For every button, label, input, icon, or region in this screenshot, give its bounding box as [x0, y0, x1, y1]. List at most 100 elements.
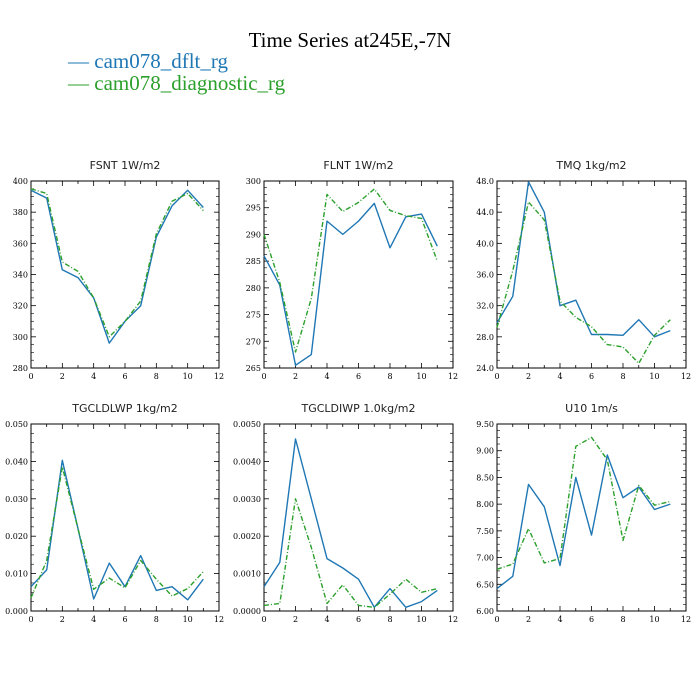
y-tick-label: 24.0 [476, 364, 494, 373]
legend-label-dflt: — cam078_dflt_rg [68, 49, 229, 73]
y-tick-label: 340 [13, 271, 28, 280]
panel-title: U10 1m/s [565, 402, 618, 415]
series-line-diagnostic [30, 188, 204, 338]
x-tick-label: 4 [324, 372, 329, 381]
x-tick-label: 2 [526, 615, 531, 624]
series-line-diagnostic [496, 201, 671, 364]
plot-frame [496, 423, 687, 612]
panel-title: TMQ 1kg/m2 [555, 159, 626, 172]
series-line-diagnostic [30, 466, 204, 599]
page-title: Time Series at245E,-7N [248, 28, 452, 52]
plot-frame [30, 180, 220, 369]
plot-frame [263, 180, 454, 369]
panel-4: TGCLDLWP 1kg/m2 0 2 4 6 8 10 12 0.000 0.010 0.020 0… [5, 402, 224, 624]
y-tick-label: 300 [246, 177, 261, 186]
y-tick-label: 0.0000 [233, 607, 261, 616]
y-tick-label: 9.00 [476, 447, 494, 456]
x-tick-label: 12 [214, 615, 224, 624]
panel-1: FSNT 1W/m2 0 2 4 6 8 10 12 280 300 320 340 360 380 400 [13, 159, 224, 381]
y-tick-label: 280 [246, 284, 261, 293]
panel-title: TGCLDIWP 1.0kg/m2 [300, 402, 415, 415]
y-tick-label: 300 [13, 333, 28, 342]
x-tick-label: 12 [448, 615, 458, 624]
y-tick-label: 380 [13, 208, 28, 217]
x-tick-label: 4 [324, 615, 329, 624]
legend-label-diagnostic: — cam078_diagnostic_rg [68, 71, 286, 95]
y-tick-label: 0.0010 [233, 570, 261, 579]
y-tick-label: 0.010 [5, 570, 28, 579]
y-tick-label: 0.0030 [233, 495, 261, 504]
x-tick-label: 10 [416, 615, 426, 624]
panel-3: TMQ 1kg/m2 0 2 4 6 8 10 12 24.0 28.0 32.0 36.0 40.0 4… [476, 159, 691, 381]
series-line-dflt [263, 202, 438, 366]
y-tick-label: 0.030 [5, 495, 28, 504]
y-tick-label: 8.50 [476, 473, 494, 482]
panel-6: U10 1m/s 0 2 4 6 8 10 12 6.00 6.50 7.00 7.50 8.00 8.5… [476, 402, 691, 624]
x-tick-label: 8 [154, 615, 159, 624]
x-tick-label: 6 [122, 615, 127, 624]
y-tick-label: 270 [246, 337, 261, 346]
x-tick-label: 0 [28, 372, 33, 381]
x-tick-label: 8 [387, 372, 392, 381]
y-tick-label: 275 [246, 311, 261, 320]
series-line-dflt [30, 459, 204, 601]
panel-title: FSNT 1W/m2 [90, 159, 161, 172]
x-tick-label: 8 [620, 372, 625, 381]
series-line-dflt [496, 181, 671, 338]
x-tick-label: 0 [261, 372, 266, 381]
y-tick-label: 44.0 [476, 208, 494, 217]
x-tick-label: 12 [681, 372, 691, 381]
x-tick-label: 0 [494, 615, 499, 624]
y-tick-label: 28.0 [476, 333, 494, 342]
series-line-dflt [263, 438, 438, 608]
y-tick-label: 8.00 [476, 500, 494, 509]
x-tick-label: 2 [293, 372, 298, 381]
y-tick-label: 290 [246, 230, 261, 239]
x-tick-label: 6 [589, 372, 594, 381]
x-tick-label: 0 [494, 372, 499, 381]
x-tick-label: 8 [620, 615, 625, 624]
y-tick-label: 360 [13, 239, 28, 248]
series-line-dflt [496, 454, 671, 590]
y-tick-label: 0.0040 [233, 457, 261, 466]
x-tick-label: 12 [681, 615, 691, 624]
y-tick-label: 48.0 [476, 177, 494, 186]
y-tick-label: 0.0050 [233, 420, 261, 429]
y-tick-label: 32.0 [476, 302, 494, 311]
x-tick-label: 8 [387, 615, 392, 624]
y-tick-label: 320 [13, 302, 28, 311]
x-tick-label: 10 [649, 372, 659, 381]
y-tick-label: 295 [246, 204, 261, 213]
x-tick-label: 2 [293, 615, 298, 624]
x-tick-label: 2 [526, 372, 531, 381]
y-tick-label: 285 [246, 257, 261, 266]
x-tick-label: 2 [60, 372, 65, 381]
y-tick-label: 0.020 [5, 532, 28, 541]
y-tick-label: 0.040 [5, 457, 28, 466]
x-tick-label: 10 [416, 372, 426, 381]
series-line-diagnostic [263, 498, 438, 608]
x-tick-label: 0 [28, 615, 33, 624]
panel-title: FLNT 1W/m2 [323, 159, 393, 172]
legend-item-diagnostic: — cam078_diagnostic_rg [68, 71, 285, 95]
series-line-dflt [30, 189, 204, 344]
y-tick-label: 9.50 [476, 420, 494, 429]
x-tick-label: 8 [154, 372, 159, 381]
y-tick-label: 7.00 [476, 554, 494, 563]
x-tick-label: 6 [356, 372, 361, 381]
x-tick-label: 12 [448, 372, 458, 381]
x-tick-label: 2 [60, 615, 65, 624]
plot-frame [30, 423, 220, 612]
y-tick-label: 0.000 [5, 607, 28, 616]
panel-2: FLNT 1W/m2 0 2 4 6 8 10 12 265 270 275 280 285 290 295… [246, 159, 458, 381]
x-tick-label: 4 [557, 372, 562, 381]
y-tick-label: 6.50 [476, 580, 494, 589]
y-tick-label: 36.0 [476, 271, 494, 280]
x-tick-label: 0 [261, 615, 266, 624]
series-line-diagnostic [496, 436, 671, 570]
y-tick-label: 0.050 [5, 420, 28, 429]
x-tick-label: 6 [122, 372, 127, 381]
x-tick-label: 10 [649, 615, 659, 624]
x-tick-label: 10 [183, 372, 193, 381]
